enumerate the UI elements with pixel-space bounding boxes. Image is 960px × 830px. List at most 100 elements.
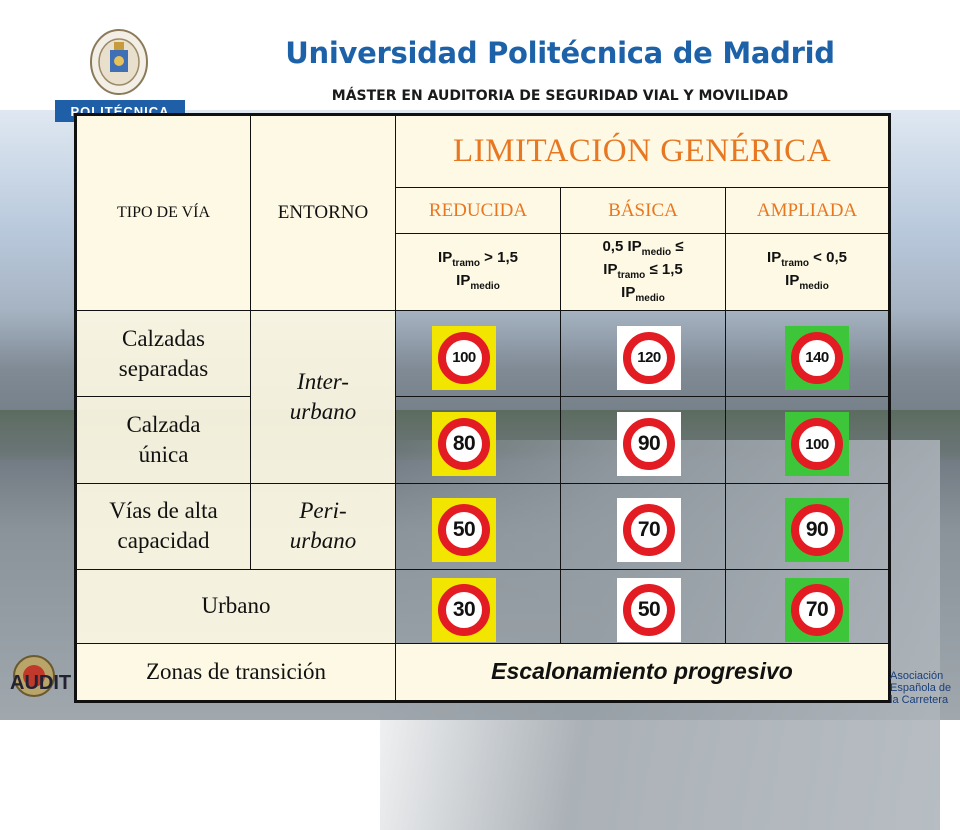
- sign-disc: 90: [623, 418, 675, 471]
- sign-disc: 90: [791, 504, 843, 557]
- cat-ampliada: AMPLIADA: [725, 187, 890, 235]
- tipo-de-via-label: TIPO DE VÍA: [116, 204, 211, 222]
- sign-cell-1-0: 80: [395, 396, 561, 484]
- sign-disc: 140: [791, 331, 843, 384]
- entorno-label: ENTORNO: [277, 202, 369, 224]
- zonas-transicion-label: Zonas de transición: [145, 658, 327, 684]
- sign-disc: 50: [438, 504, 490, 557]
- ip-sub: medio: [799, 281, 829, 293]
- ip-sub: tramo: [452, 258, 481, 270]
- sign-cell-3-2: 70: [725, 568, 890, 644]
- speed-limit-value: 120: [637, 349, 661, 367]
- ip-sub: tramo: [781, 258, 810, 270]
- header-entorno: ENTORNO: [250, 113, 396, 312]
- sign-disc: 30: [438, 584, 490, 637]
- page-title: Universidad Politécnica de Madrid: [285, 36, 835, 70]
- ip-basica: 0,5 IPmedio ≤ IPtramo ≤ 1,5 IPmedio: [560, 233, 726, 312]
- zonas-transicion-cell: Zonas de transición: [75, 642, 396, 703]
- speed-limit-sign: 140: [785, 325, 849, 390]
- audit-crest-logo: [8, 650, 74, 706]
- speed-limit-sign: 50: [617, 578, 681, 643]
- ip-sub: medio: [641, 246, 672, 258]
- sign-cell-3-1: 50: [560, 568, 726, 644]
- limitacion-generica-title: LIMITACIÓN GENÉRICA: [452, 133, 832, 170]
- speed-limit-sign: 90: [617, 412, 681, 477]
- sign-disc: 120: [623, 331, 675, 384]
- aec-logo-text: Asociación Española de la Carretera: [890, 670, 952, 706]
- ip-text: IP: [767, 249, 782, 267]
- sign-cell-2-2: 90: [725, 482, 890, 570]
- sign-disc: 70: [791, 584, 843, 637]
- row-label-calzadas-separadas: Calzadas separadas: [75, 310, 251, 398]
- speed-limit-value: 90: [805, 518, 829, 542]
- speed-limit-value: 50: [637, 598, 661, 622]
- sign-cell-2-1: 70: [560, 482, 726, 570]
- page-subtitle: MÁSTER EN AUDITORIA DE SEGURIDAD VIAL Y …: [331, 88, 789, 104]
- speed-limit-sign: 120: [617, 325, 681, 390]
- speed-limit-value: 50: [452, 518, 476, 542]
- speed-limit-table: TIPO DE VÍA ENTORNO LIMITACIÓN GENÉRICA …: [74, 113, 891, 703]
- ip-text: ≤: [671, 237, 684, 255]
- speed-limit-value: 90: [637, 432, 661, 456]
- speed-limit-value: 80: [452, 432, 476, 456]
- sign-disc: 70: [623, 504, 675, 557]
- sign-cell-3-0: 30: [395, 568, 561, 644]
- ip-text: IP: [456, 272, 471, 290]
- sign-cell-2-0: 50: [395, 482, 561, 570]
- ip-ampliada: IPtramo < 0,5 IPmedio: [725, 233, 890, 312]
- escalonamiento-label: Escalonamiento progresivo: [491, 658, 793, 685]
- cat-basica-label: BÁSICA: [608, 199, 678, 221]
- upm-crest-logo: [88, 28, 150, 102]
- ip-text: > 1,5: [480, 249, 518, 267]
- ip-text: IP: [785, 272, 800, 290]
- ip-text: 0,5 IP: [602, 237, 642, 255]
- sign-disc: 80: [438, 418, 490, 471]
- ip-sub: medio: [635, 292, 665, 304]
- env-periurbano: Peri- urbano: [250, 482, 396, 570]
- speed-limit-sign: 100: [432, 325, 496, 390]
- speed-limit-sign: 90: [785, 498, 849, 563]
- ip-sub: tramo: [617, 269, 646, 281]
- ip-ampliada-line1: IPtramo < 0,5: [726, 249, 888, 272]
- cat-ampliada-label: AMPLIADA: [756, 199, 858, 221]
- cat-reducida-label: REDUCIDA: [428, 199, 528, 221]
- ip-text: IP: [621, 283, 636, 301]
- speed-limit-value: 100: [452, 349, 476, 367]
- header-limitacion-generica: LIMITACIÓN GENÉRICA: [395, 113, 890, 189]
- ip-text: ≤ 1,5: [645, 260, 683, 278]
- escalonamiento-cell: Escalonamiento progresivo: [395, 642, 890, 703]
- speed-limit-value: 140: [805, 349, 829, 367]
- cat-basica: BÁSICA: [560, 187, 726, 235]
- row-label-text: Vías de alta capacidad: [109, 498, 218, 554]
- sign-cell-0-2: 140: [725, 310, 890, 398]
- speed-limit-value: 70: [805, 598, 829, 622]
- row-label-text: Calzada única: [126, 412, 201, 468]
- ip-text: < 0,5: [809, 249, 847, 267]
- row-label-urbano: Urbano: [75, 568, 396, 644]
- speed-limit-value: 100: [805, 435, 829, 453]
- row-label-text: Urbano: [201, 593, 271, 619]
- ip-reducida: IP tramo > 1,5 IPmedio: [395, 233, 561, 312]
- speed-limit-value: 70: [637, 518, 661, 542]
- sign-cell-0-0: 100: [395, 310, 561, 398]
- speed-limit-sign: 50: [432, 498, 496, 563]
- ip-basica-line3: IPmedio: [561, 284, 725, 307]
- speed-limit-sign: 70: [617, 498, 681, 563]
- env-interurbano: Inter- urbano: [250, 310, 396, 484]
- cat-reducida: REDUCIDA: [395, 187, 561, 235]
- row-label-calzada-unica: Calzada única: [75, 396, 251, 484]
- env-interurbano-text: Inter- urbano: [289, 368, 357, 424]
- sign-cell-1-2: 100: [725, 396, 890, 484]
- ip-reducida-line2: IPmedio: [396, 272, 560, 295]
- ip-basica-line1: 0,5 IPmedio ≤: [561, 238, 725, 261]
- sign-disc: 50: [623, 584, 675, 637]
- speed-limit-sign: 100: [785, 412, 849, 477]
- speed-limit-sign: 30: [432, 578, 496, 643]
- ip-sub: medio: [470, 281, 500, 293]
- sign-cell-1-1: 90: [560, 396, 726, 484]
- speed-limit-sign: 80: [432, 412, 496, 477]
- ip-basica-line2: IPtramo ≤ 1,5: [561, 261, 725, 284]
- speed-limit-value: 30: [452, 598, 476, 622]
- row-label-text: Calzadas separadas: [118, 325, 209, 381]
- ip-text: IP: [603, 260, 618, 278]
